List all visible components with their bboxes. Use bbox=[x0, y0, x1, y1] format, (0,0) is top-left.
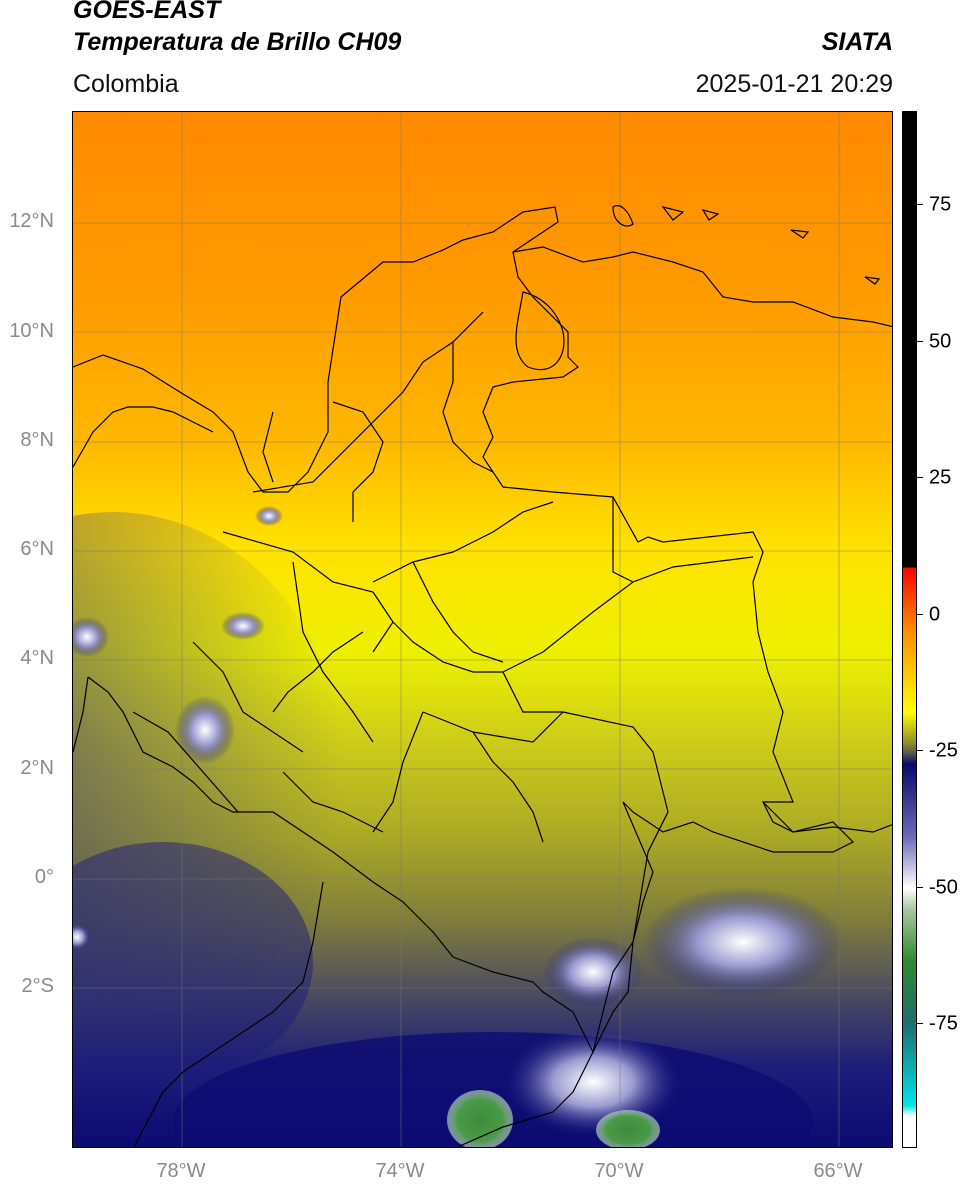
colorbar bbox=[902, 111, 917, 1148]
lat-label: 2°N bbox=[20, 757, 54, 779]
colorbar-tick bbox=[917, 1023, 923, 1024]
lat-label: 10°N bbox=[9, 320, 54, 342]
colorbar-tick bbox=[917, 341, 923, 342]
cloud-top bbox=[221, 612, 265, 640]
country-borders bbox=[73, 205, 892, 1147]
cloud-top bbox=[643, 887, 843, 997]
lon-label: 66°W bbox=[813, 1160, 863, 1182]
lat-label: 4°N bbox=[20, 647, 54, 669]
colorbar-tick bbox=[917, 477, 923, 478]
lat-label: 0° bbox=[34, 866, 54, 888]
cloud-top bbox=[175, 696, 235, 764]
lon-label: 74°W bbox=[375, 1160, 425, 1182]
lat-label: 2°S bbox=[21, 975, 54, 997]
colorbar-tick bbox=[917, 204, 923, 205]
colorbar-label: 75 bbox=[929, 193, 952, 216]
cloud-top bbox=[73, 923, 91, 951]
colorbar-tick bbox=[917, 750, 923, 751]
cold-region-southwest bbox=[73, 842, 313, 1082]
colorbar-label: 0 bbox=[929, 603, 941, 626]
lon-label: 78°W bbox=[156, 1160, 206, 1182]
datetime-label: 2025-01-21 20:29 bbox=[695, 70, 893, 98]
lon-label: 70°W bbox=[594, 1160, 644, 1182]
colorbar-label: -25 bbox=[929, 739, 958, 762]
colorbar-label: -50 bbox=[929, 876, 958, 899]
lat-label: 12°N bbox=[9, 210, 54, 232]
cloud-top bbox=[503, 1027, 683, 1137]
cloud-top bbox=[73, 617, 109, 657]
colorbar-tick bbox=[917, 614, 923, 615]
colorbar-label: 50 bbox=[929, 330, 952, 353]
region-label: Colombia bbox=[73, 70, 179, 98]
colorbar-tick bbox=[917, 887, 923, 888]
lat-label: 8°N bbox=[20, 429, 54, 451]
colorbar-label: 25 bbox=[929, 466, 952, 489]
map-panel bbox=[72, 111, 893, 1148]
cloud-top bbox=[543, 937, 643, 1007]
coldest-cloud-top bbox=[447, 1090, 513, 1147]
gridlines bbox=[73, 112, 892, 1147]
brand-label: SIATA bbox=[821, 28, 893, 56]
lat-label: 6°N bbox=[20, 538, 54, 560]
brightness-temperature-map bbox=[73, 112, 892, 1147]
coldest-cloud-top bbox=[596, 1110, 660, 1147]
title-line-1: GOES-EAST bbox=[73, 0, 221, 24]
title-line-2: Temperatura de Brillo CH09 bbox=[73, 28, 402, 56]
colorbar-label: -75 bbox=[929, 1012, 958, 1035]
cloud-top bbox=[255, 506, 283, 526]
